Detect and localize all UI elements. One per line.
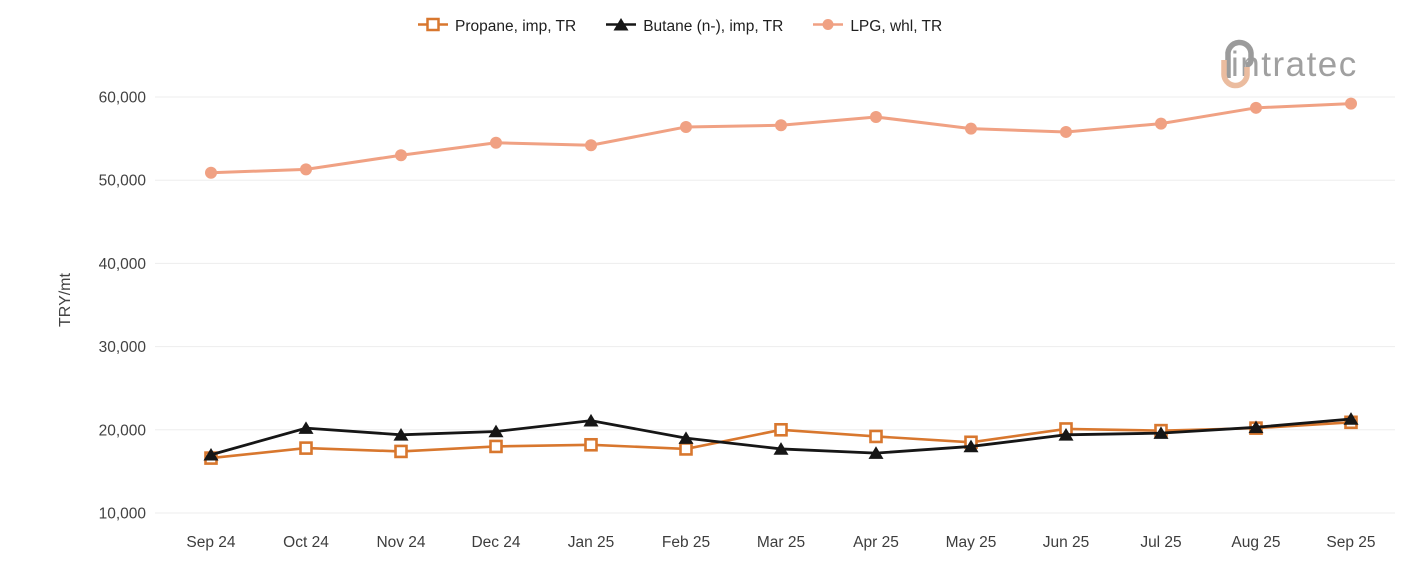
y-tick-label: 30,000 <box>99 339 147 356</box>
butane-marker <box>773 442 789 455</box>
y-tick-label: 50,000 <box>99 173 147 190</box>
propane-marker <box>584 437 598 452</box>
propane-marker <box>679 442 693 456</box>
legend-label-propane: Propane, imp, TR <box>455 18 577 36</box>
x-tick-label: Jun 25 <box>1043 534 1090 551</box>
lpg-marker <box>775 119 787 132</box>
propane-marker <box>394 444 408 459</box>
lpg-marker <box>1250 101 1262 114</box>
x-tick-label: Aug 25 <box>1231 534 1280 551</box>
butane-marker <box>488 424 504 438</box>
lpg-marker <box>1060 125 1072 138</box>
x-tick-label: Oct 24 <box>283 534 329 551</box>
propane-marker <box>774 422 788 437</box>
x-tick-label: Nov 24 <box>376 534 425 551</box>
x-tick-label: May 25 <box>946 534 997 551</box>
x-tick-label: Sep 24 <box>186 534 236 551</box>
lpg-marker <box>1155 117 1167 130</box>
y-tick-label: 40,000 <box>99 256 147 273</box>
lpg-marker <box>395 149 407 162</box>
x-tick-label: Feb 25 <box>662 534 710 551</box>
intratec-logo: intratec <box>1221 39 1381 102</box>
lpg-marker <box>300 163 312 176</box>
lpg-line <box>210 102 1352 175</box>
x-tick-label: Jan 25 <box>568 534 615 551</box>
x-tick-label: Dec 24 <box>471 534 520 551</box>
legend-item-propane[interactable]: Propane, imp, TR <box>418 17 576 37</box>
butane-marker <box>868 446 884 459</box>
y-tick-label: 60,000 <box>99 90 147 107</box>
legend-label-lpg: LPG, whl, TR <box>850 18 943 36</box>
lpg-marker <box>870 110 882 123</box>
lpg-marker <box>490 136 502 149</box>
x-tick-label: Apr 25 <box>853 534 899 551</box>
legend-label-butane: Butane (n-), imp, TR <box>643 18 784 36</box>
series-propane <box>204 415 1358 465</box>
lpg-marker <box>205 166 217 179</box>
lpg-marker <box>680 120 692 133</box>
y-axis-title: TRY/mt <box>57 273 74 327</box>
propane-marker <box>489 439 503 454</box>
x-tick-label: Mar 25 <box>757 534 805 551</box>
series-butane <box>203 412 1359 461</box>
legend-item-butane[interactable]: Butane (n-), imp, TR <box>606 17 783 37</box>
propane-legend-marker-icon <box>418 17 448 37</box>
lpg-legend-marker-icon <box>813 17 844 37</box>
butane-marker <box>963 439 979 453</box>
butane-marker <box>203 447 219 461</box>
butane-marker <box>1153 426 1169 439</box>
butane-marker <box>1058 427 1074 441</box>
butane-marker <box>1343 412 1359 425</box>
butane-marker <box>298 421 314 434</box>
x-tick-label: Jul 25 <box>1140 534 1181 551</box>
lpg-marker <box>1345 97 1357 110</box>
x-tick-label: Sep 25 <box>1326 534 1375 551</box>
series-lpg <box>205 97 1357 179</box>
butane-marker <box>678 431 694 444</box>
lpg-marker <box>585 139 597 152</box>
chart-legend: Propane, imp, TR Butane (n-), imp, TR LP… <box>418 17 942 37</box>
butane-marker <box>393 427 409 441</box>
y-tick-label: 20,000 <box>99 422 147 439</box>
propane-marker <box>869 429 883 444</box>
butane-marker <box>583 413 599 427</box>
propane-marker <box>299 441 313 455</box>
logo-arcs-icon <box>1221 39 1254 89</box>
butane-legend-marker-icon <box>606 17 637 37</box>
butane-marker <box>1248 420 1264 434</box>
lpg-marker <box>965 122 977 135</box>
y-tick-label: 10,000 <box>99 506 147 523</box>
legend-item-lpg[interactable]: LPG, whl, TR <box>813 17 942 37</box>
